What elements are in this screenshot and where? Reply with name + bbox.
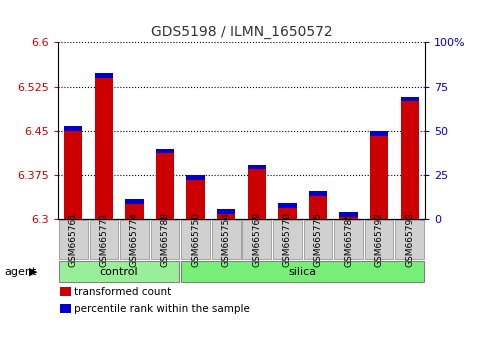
Bar [186,175,205,180]
Bar [156,149,174,219]
Bar [340,212,358,217]
Bar [217,209,235,219]
Text: GSM665785: GSM665785 [344,212,353,267]
Text: GSM665750: GSM665750 [191,212,200,267]
Text: GSM665788: GSM665788 [160,212,170,267]
Bar [309,191,327,196]
Bar [125,199,143,219]
Text: transformed count: transformed count [74,287,171,297]
Bar [278,203,297,208]
Text: GSM665771: GSM665771 [99,212,108,267]
Bar [248,165,266,219]
Bar [370,131,388,136]
Bar [186,175,205,219]
Text: GSM665793: GSM665793 [405,212,414,267]
Bar [248,165,266,169]
Bar [95,73,113,78]
Bar [400,97,419,219]
Text: silica: silica [289,267,317,277]
Text: control: control [100,267,139,277]
Text: GSM665774: GSM665774 [130,212,139,267]
Bar [309,191,327,219]
Text: agent: agent [5,267,37,277]
Bar [217,209,235,213]
Text: GSM665770: GSM665770 [283,212,292,267]
Bar [278,203,297,219]
Title: GDS5198 / ILMN_1650572: GDS5198 / ILMN_1650572 [151,25,332,39]
Text: GSM665792: GSM665792 [375,212,384,267]
Text: GSM665754: GSM665754 [222,212,231,267]
Bar [125,199,143,204]
Text: percentile rank within the sample: percentile rank within the sample [74,304,250,314]
Bar [64,126,83,131]
Bar [156,149,174,153]
Text: GSM665761: GSM665761 [69,212,78,267]
Text: GSM665775: GSM665775 [313,212,323,267]
Bar [370,131,388,219]
Text: GSM665769: GSM665769 [252,212,261,267]
Bar [95,73,113,219]
Text: ▶: ▶ [28,267,37,277]
Bar [340,212,358,219]
Bar [64,126,83,219]
Bar [400,97,419,102]
